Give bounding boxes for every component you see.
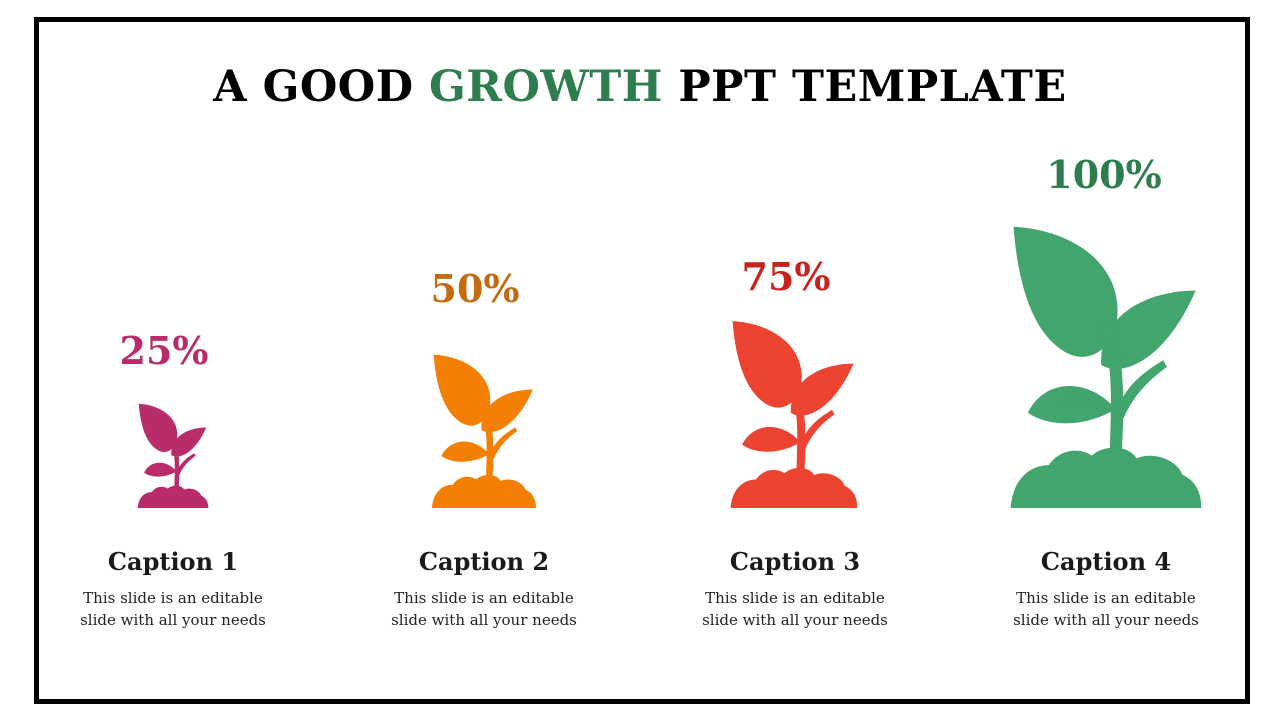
caption-4-description: This slide is an editable slide with all … [996,587,1216,631]
title-highlight: GROWTH [429,62,663,112]
caption-3-description: This slide is an editable slide with all … [685,587,905,631]
caption-4: Caption 4 [1040,547,1172,576]
slide-frame [34,17,1250,704]
percent-label-2: 50% [430,266,520,311]
slide-title: A GOOD GROWTH PPT TEMPLATE [0,62,1280,112]
percent-label-1: 25% [119,328,209,373]
caption-2: Caption 2 [418,547,550,576]
caption-4-line-2: slide with all your needs [1013,611,1199,629]
caption-4-line-1: This slide is an editable [1016,589,1196,607]
caption-2-description: This slide is an editable slide with all … [374,587,594,631]
title-suffix: PPT TEMPLATE [662,62,1067,112]
caption-3: Caption 3 [729,547,861,576]
caption-3-line-2: slide with all your needs [702,611,888,629]
caption-1-line-1: This slide is an editable [83,589,263,607]
caption-2-line-1: This slide is an editable [394,589,574,607]
caption-1: Caption 1 [107,547,239,576]
caption-3-line-1: This slide is an editable [705,589,885,607]
sprout-icon-4 [1010,226,1202,508]
caption-1-description: This slide is an editable slide with all … [63,587,283,631]
caption-1-line-2: slide with all your needs [80,611,266,629]
sprout-icon-3 [730,321,858,508]
caption-2-line-2: slide with all your needs [391,611,577,629]
sprout-icon-1 [137,403,209,508]
percent-label-3: 75% [741,254,831,299]
sprout-icon-2 [432,354,536,508]
percent-label-4: 100% [1046,152,1162,197]
title-prefix: A GOOD [213,62,430,112]
